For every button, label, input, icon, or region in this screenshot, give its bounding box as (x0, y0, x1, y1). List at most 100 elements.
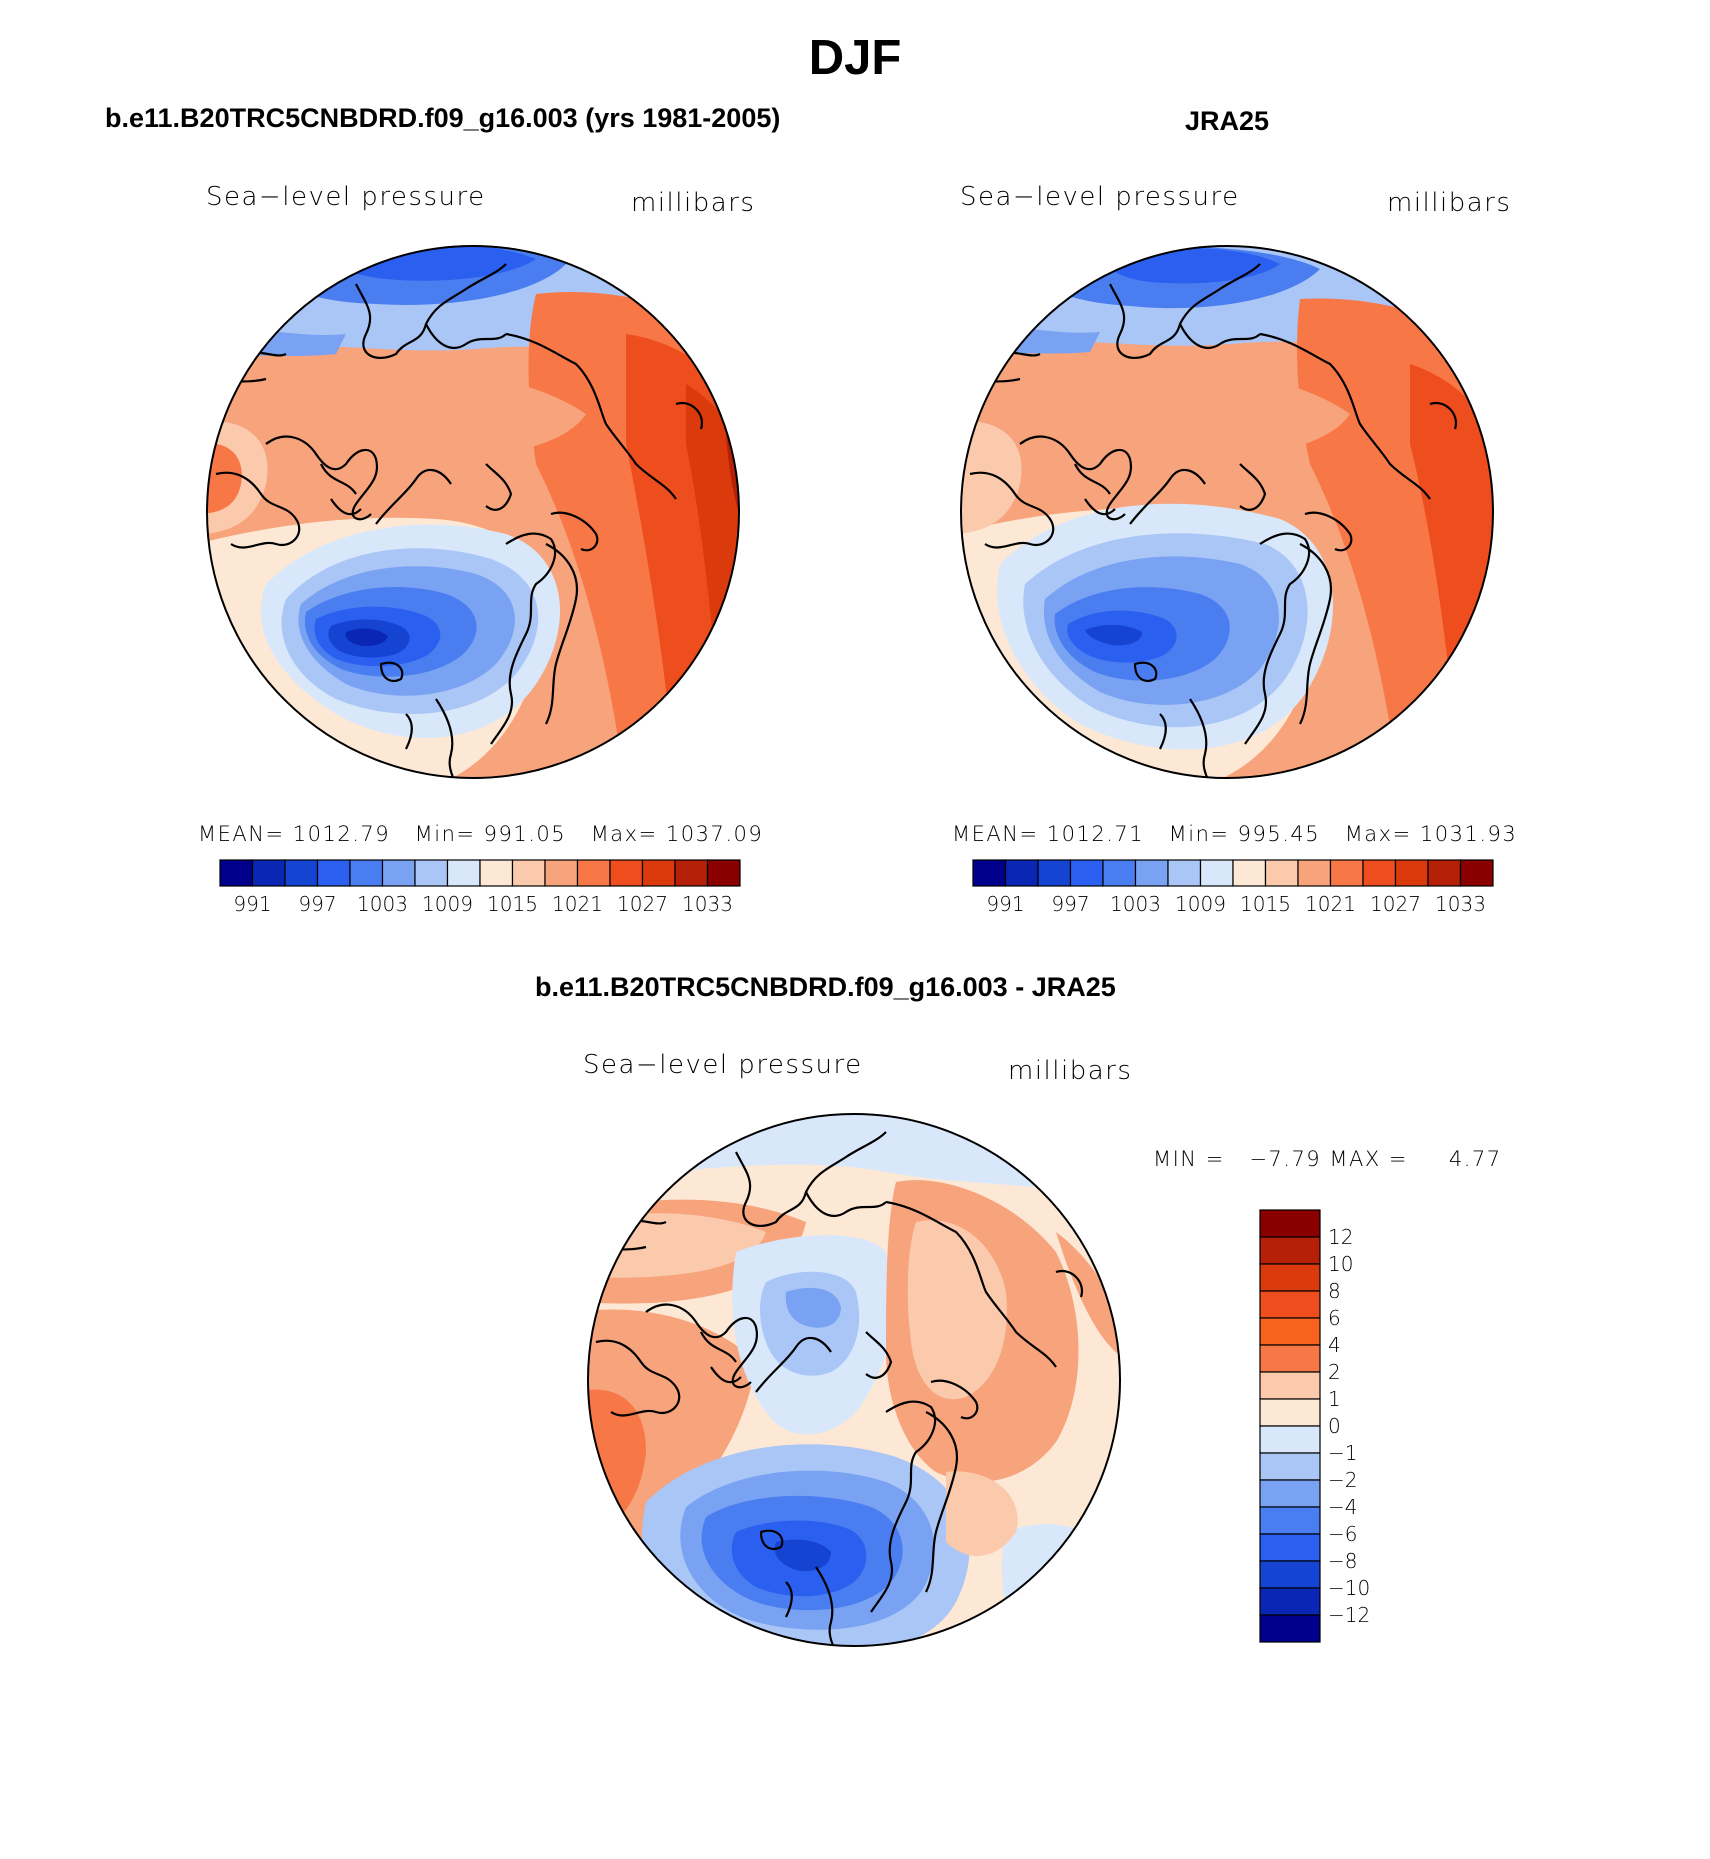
colorbar-swatch (1259, 1263, 1321, 1292)
panel-2-polar-map (960, 245, 1494, 779)
colorbar-swatch (316, 859, 351, 887)
colorbar-swatch (1259, 1452, 1321, 1481)
season-title: DJF (808, 31, 902, 85)
panel-2-stats: MEAN= 1012.71 Min= 995.45 Max= 1031.93 (952, 822, 1517, 846)
colorbar-tick-label: 8 (1328, 1279, 1341, 1303)
colorbar-tick-label: 1015 (487, 892, 538, 916)
colorbar-tick-label: 1009 (422, 892, 473, 916)
colorbar-swatch (1259, 1317, 1321, 1346)
panel-1-stats: MEAN= 1012.79 Min= 991.05 Max= 1037.09 (198, 822, 763, 846)
difference-title: b.e11.B20TRC5CNBDRD.f09_g16.003 - JRA25 (535, 972, 1116, 1002)
colorbar-tick-label: 1021 (552, 892, 603, 916)
colorbar-swatch (284, 859, 319, 887)
panel-1-polar-map (206, 245, 740, 779)
colorbar-swatch (1259, 1344, 1321, 1373)
colorbar-tick-label: −2 (1328, 1468, 1357, 1492)
colorbar-swatch (1004, 859, 1039, 887)
panel-2-mean-label: MEAN= (952, 822, 1039, 846)
colorbar-swatch (219, 859, 254, 887)
colorbar-swatch (381, 859, 416, 887)
colorbar-swatch (1259, 1290, 1321, 1319)
difference-polar-map (587, 1113, 1121, 1647)
colorbar-tick-label: 1003 (357, 892, 408, 916)
difference-min-max: MIN = −7.79 MAX = 4.77 (1153, 1147, 1502, 1171)
panel-2-min-value: 995.45 (1237, 822, 1321, 846)
colorbar-swatch (1427, 859, 1462, 887)
colorbar-tick-label: 1033 (682, 892, 733, 916)
colorbar-tick-label: −12 (1328, 1603, 1370, 1627)
colorbar-swatch (641, 859, 676, 887)
panel-2-min-label: Min= (1168, 822, 1230, 846)
colorbar-swatch (1259, 1533, 1321, 1562)
colorbar-swatch (1394, 859, 1429, 887)
colorbar-swatch (1459, 859, 1494, 887)
colorbar-tick-label: 4 (1328, 1333, 1341, 1357)
colorbar-swatch (706, 859, 741, 887)
colorbar-swatch (972, 859, 1007, 887)
colorbar-swatch (1259, 1479, 1321, 1508)
colorbar-swatch (674, 859, 709, 887)
colorbar-tick-label: 1 (1328, 1387, 1341, 1411)
panel-1-mean-label: MEAN= (198, 822, 285, 846)
colorbar-tick-label: 1021 (1305, 892, 1356, 916)
colorbar-swatch (479, 859, 514, 887)
colorbar-tick-label: 0 (1328, 1414, 1341, 1438)
colorbar-swatch (1259, 1398, 1321, 1427)
panel-2-max-value: 1031.93 (1419, 822, 1518, 846)
colorbar-tick-label: −1 (1328, 1441, 1357, 1465)
colorbar-swatch (1259, 1560, 1321, 1589)
colorbar-swatch (511, 859, 546, 887)
colorbar-swatch (1259, 1614, 1321, 1643)
colorbar-swatch (576, 859, 611, 887)
colorbar-swatch (1329, 859, 1364, 887)
colorbar-swatch (1232, 859, 1267, 887)
panel-1-variable-label: Sea−level pressure (206, 182, 486, 212)
colorbar-tick-label: 1033 (1435, 892, 1486, 916)
colorbar-swatch (446, 859, 481, 887)
colorbar-swatch (1069, 859, 1104, 887)
colorbar-tick-label: −10 (1328, 1576, 1370, 1600)
colorbar-swatch (1102, 859, 1137, 887)
colorbar-tick-label: 991 (233, 892, 271, 916)
colorbar-tick-label: 1003 (1110, 892, 1161, 916)
colorbar-swatch (1259, 1236, 1321, 1265)
colorbar-swatch (1259, 1425, 1321, 1454)
colorbar-tick-label: −6 (1328, 1522, 1357, 1546)
colorbar-swatch (1259, 1506, 1321, 1535)
colorbar-swatch (1259, 1209, 1321, 1238)
panel-2-colorbar: 991 997 1003 1009 1015 1021 1027 1033 (972, 859, 1494, 916)
panel-2-mean-value: 1012.71 (1046, 822, 1145, 846)
colorbar-tick-label: −8 (1328, 1549, 1357, 1573)
panel-1-max-value: 1037.09 (665, 822, 764, 846)
colorbar-swatch (414, 859, 449, 887)
colorbar-tick-label: 1015 (1240, 892, 1291, 916)
colorbar-swatch (1259, 1587, 1321, 1616)
colorbar-tick-label: 10 (1328, 1252, 1353, 1276)
colorbar-tick-label: 991 (986, 892, 1024, 916)
colorbar-swatch (251, 859, 286, 887)
colorbar-tick-label: 997 (1051, 892, 1089, 916)
difference-variable-label: Sea−level pressure (583, 1050, 863, 1080)
colorbar-swatch (609, 859, 644, 887)
colorbar-tick-label: −4 (1328, 1495, 1357, 1519)
colorbar-swatch (1037, 859, 1072, 887)
colorbar-swatch (1134, 859, 1169, 887)
panel-1-min-label: Min= (414, 822, 476, 846)
panel-1-mean-value: 1012.79 (292, 822, 391, 846)
colorbar-swatch (1199, 859, 1234, 887)
colorbar-swatch (1167, 859, 1202, 887)
panel-2-max-label: Max= (1344, 822, 1412, 846)
colorbar-tick-label: 997 (298, 892, 336, 916)
colorbar-swatch (1362, 859, 1397, 887)
panel-2-variable-label: Sea−level pressure (960, 182, 1240, 212)
colorbar-tick-label: 1009 (1175, 892, 1226, 916)
colorbar-swatch (1259, 1371, 1321, 1400)
panel-2-units-label: millibars (1387, 188, 1512, 218)
difference-units-label: millibars (1008, 1056, 1133, 1086)
panel-2-title: JRA25 (1185, 106, 1270, 136)
panel-1-min-value: 991.05 (483, 822, 567, 846)
colorbar-tick-label: 6 (1328, 1306, 1341, 1330)
colorbar-swatch (349, 859, 384, 887)
panel-1-colorbar: 991 997 1003 1009 1015 1021 1027 1033 (219, 859, 741, 916)
